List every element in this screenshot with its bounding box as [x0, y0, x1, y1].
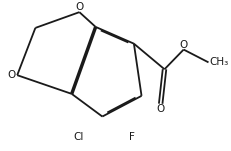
Text: CH₃: CH₃ — [210, 57, 229, 67]
Text: O: O — [75, 2, 84, 12]
Text: F: F — [129, 132, 135, 142]
Text: O: O — [157, 104, 165, 114]
Text: O: O — [8, 70, 16, 80]
Text: O: O — [179, 40, 188, 50]
Text: Cl: Cl — [73, 132, 84, 142]
